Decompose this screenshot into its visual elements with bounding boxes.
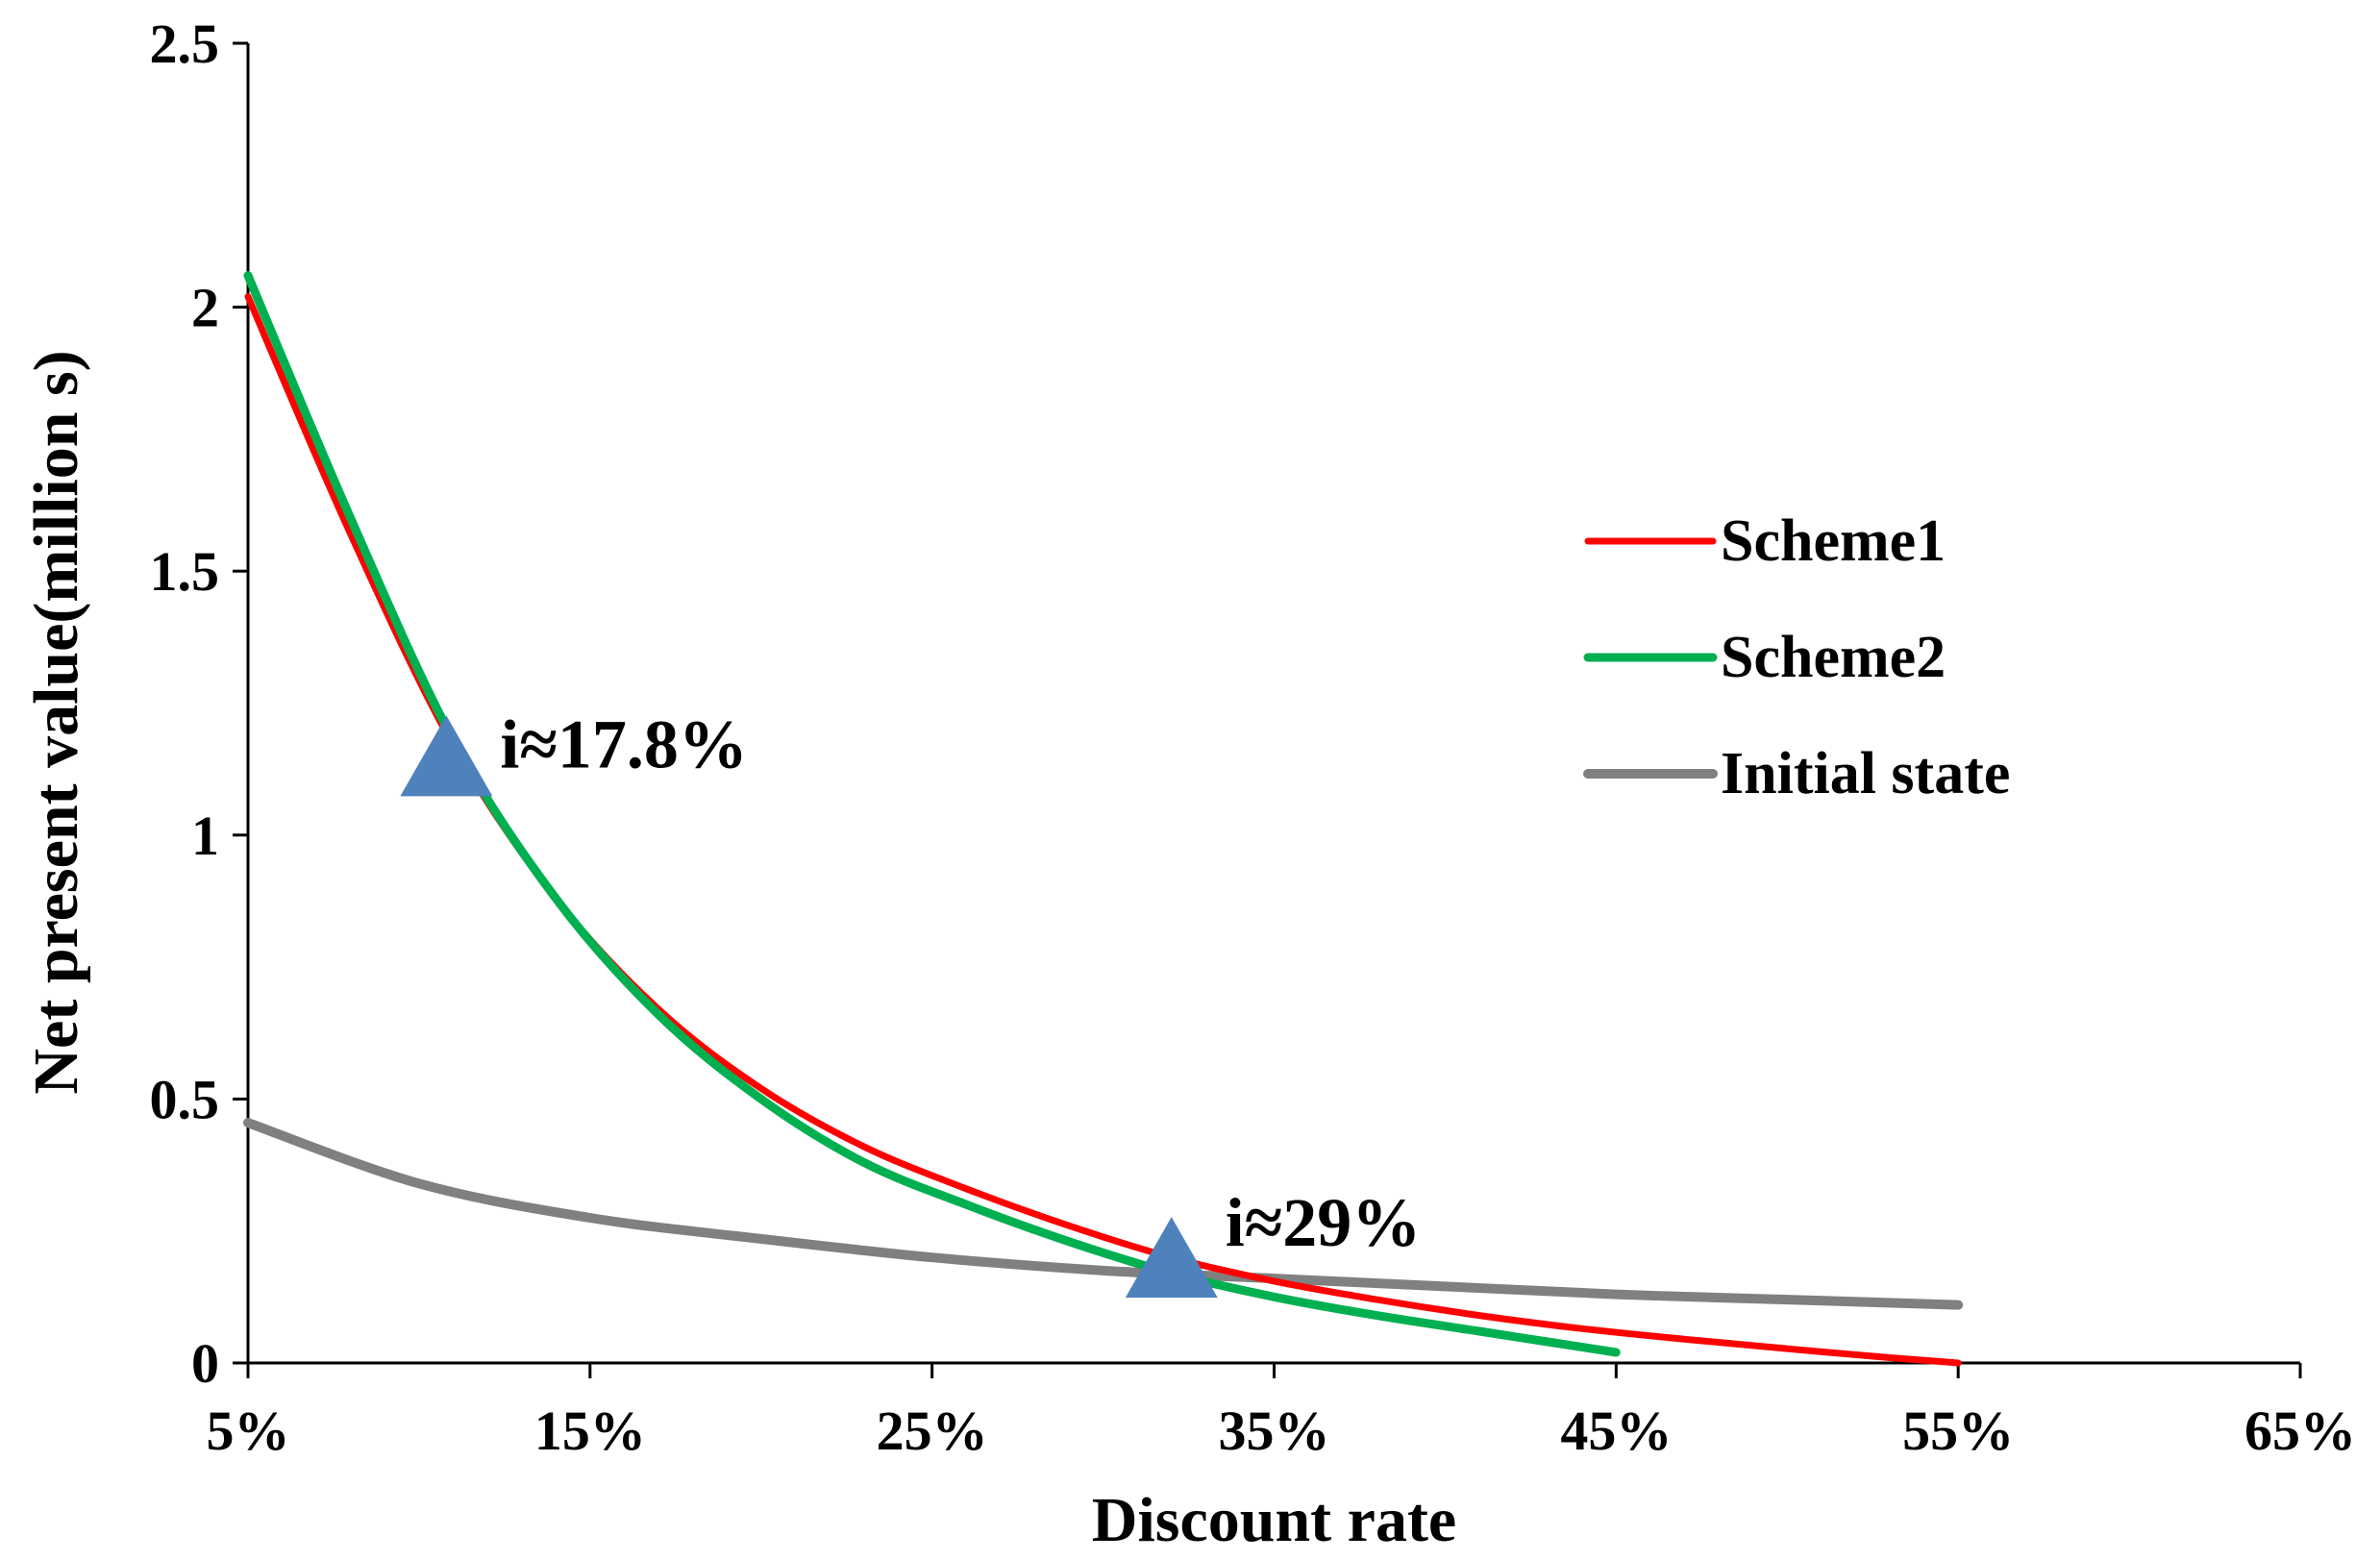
y-tick-label: 1.5 bbox=[150, 540, 220, 603]
x-axis-title: Discount rate bbox=[1092, 1485, 1456, 1555]
legend-label: Scheme2 bbox=[1721, 625, 1946, 690]
x-tick-label: 15% bbox=[534, 1399, 646, 1462]
series bbox=[243, 271, 1964, 1367]
y-tick-label: 2.5 bbox=[150, 12, 220, 75]
series-line-scheme2 bbox=[243, 271, 1621, 1357]
annotation-label: i≈17.8% bbox=[500, 706, 748, 782]
x-tick-label: 45% bbox=[1560, 1399, 1672, 1462]
y-tick-label: 2 bbox=[191, 277, 219, 339]
legend-label: Initial state bbox=[1721, 741, 2010, 806]
annotation-label: i≈29% bbox=[1226, 1184, 1422, 1261]
annotation-triangle-marker bbox=[400, 715, 493, 797]
annotations: i≈17.8% i≈29% bbox=[400, 706, 1422, 1299]
x-tick-label: 55% bbox=[1902, 1399, 2014, 1462]
x-tick-label: 25% bbox=[877, 1399, 988, 1462]
x-tick-label: 5% bbox=[207, 1399, 290, 1462]
x-tick-label: 35% bbox=[1219, 1399, 1330, 1462]
annotation-triangle-marker bbox=[1125, 1217, 1218, 1299]
series-line-initial-state bbox=[243, 1118, 1964, 1310]
y-tick-label: 1 bbox=[191, 805, 219, 867]
x-tick-label: 65% bbox=[2244, 1399, 2356, 1462]
axes: 5% 15% 25% 35% 45% 55% 65% 0 0.5 1 1.5 2 2.5 bbox=[150, 12, 2357, 1462]
legend-label: Scheme1 bbox=[1721, 508, 1946, 574]
y-axis-title: Net present value(million s) bbox=[21, 350, 91, 1094]
y-tick-label: 0.5 bbox=[150, 1068, 220, 1130]
legend: Scheme1 Scheme2 Initial state bbox=[1583, 508, 2010, 806]
y-ticks: 0 0.5 1 1.5 2 2.5 bbox=[150, 12, 248, 1395]
x-ticks: 5% 15% 25% 35% 45% 55% 65% bbox=[207, 1363, 2356, 1462]
y-tick-label: 0 bbox=[191, 1332, 219, 1395]
